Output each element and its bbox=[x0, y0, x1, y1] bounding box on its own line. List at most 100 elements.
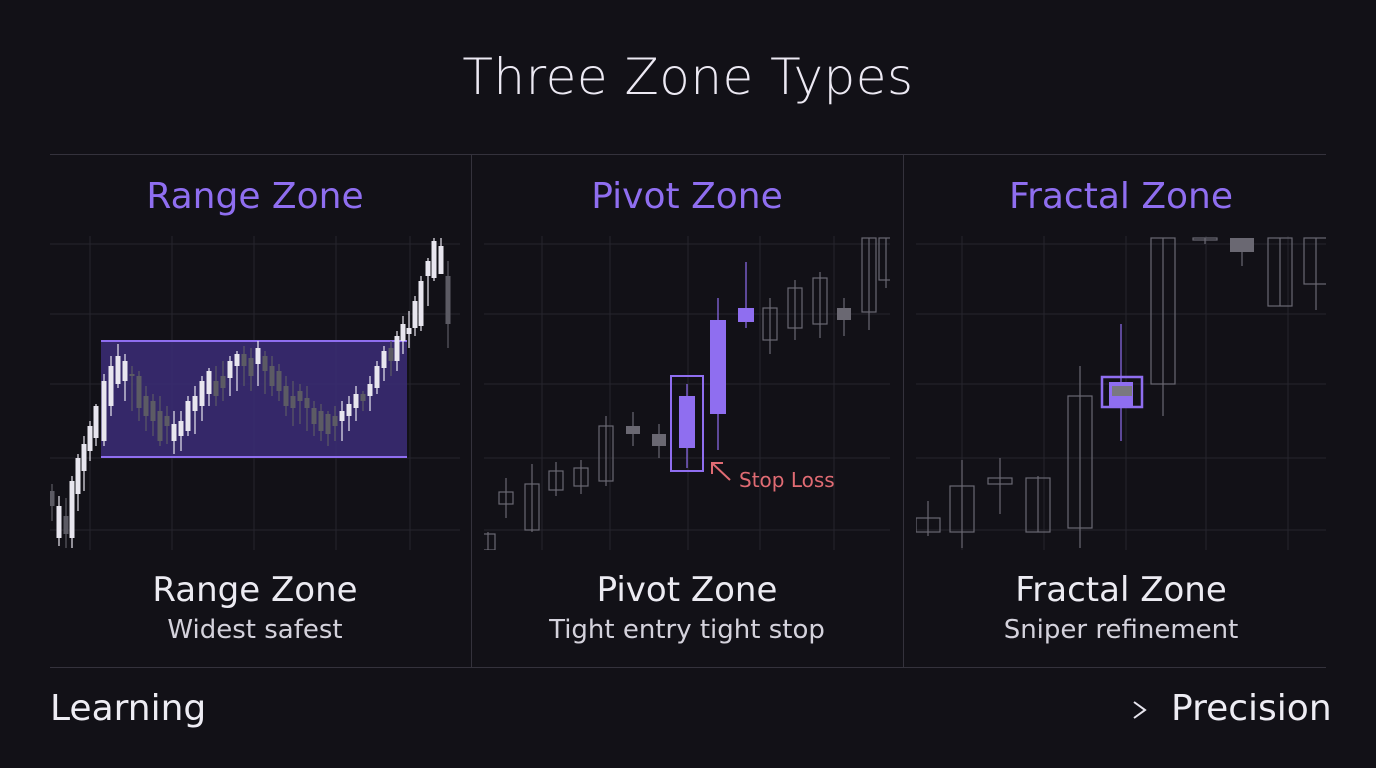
candle-body bbox=[276, 371, 282, 391]
candle-body bbox=[425, 261, 431, 276]
arrow-up-left-icon bbox=[712, 463, 731, 481]
arrow-right-icon bbox=[222, 701, 1147, 719]
candle-body bbox=[1192, 237, 1218, 241]
candle-body bbox=[255, 348, 261, 364]
candle-body bbox=[101, 381, 107, 441]
candle-body bbox=[136, 376, 142, 408]
candle-body bbox=[762, 307, 778, 341]
candle-body bbox=[598, 425, 614, 482]
candle-body bbox=[381, 351, 387, 368]
candle-body bbox=[69, 481, 75, 538]
candle-body bbox=[878, 237, 890, 281]
panel-divider-1 bbox=[471, 154, 472, 667]
candle-body bbox=[50, 491, 55, 506]
candle-body bbox=[987, 477, 1013, 485]
candle-body bbox=[412, 301, 418, 328]
candle-body bbox=[75, 458, 81, 494]
candle-body bbox=[143, 396, 149, 416]
candle-body bbox=[652, 434, 666, 446]
bottom-divider bbox=[50, 667, 1326, 668]
stop-loss-annotation: Stop Loss bbox=[739, 468, 835, 492]
learning-label: Learning bbox=[50, 688, 207, 729]
pivot-zone-heading: Pivot Zone bbox=[591, 176, 783, 217]
candle-body bbox=[63, 516, 69, 534]
range-zone-description: Widest safest bbox=[167, 615, 343, 645]
candle-body bbox=[679, 396, 695, 448]
candle-body bbox=[220, 376, 226, 388]
candle-body bbox=[710, 320, 726, 414]
candle-body bbox=[227, 361, 233, 378]
candle-body bbox=[400, 324, 406, 341]
candle-body bbox=[185, 401, 191, 431]
fractal-zone-box bbox=[1100, 375, 1144, 409]
range-zone-heading: Range Zone bbox=[146, 176, 364, 217]
candle-body bbox=[548, 470, 564, 491]
panel-divider-2 bbox=[903, 154, 904, 667]
candle-body bbox=[115, 356, 121, 384]
precision-label: Precision bbox=[1171, 688, 1332, 729]
candle-body bbox=[406, 328, 412, 334]
fractal-zone-candle bbox=[1112, 386, 1132, 396]
candle-body bbox=[206, 371, 212, 394]
candle-body bbox=[129, 374, 135, 376]
candle-body bbox=[738, 308, 754, 322]
candle-body bbox=[108, 366, 114, 406]
range-zone-label: Range Zone bbox=[152, 570, 358, 610]
candle-body bbox=[332, 416, 338, 426]
candle-body bbox=[374, 366, 380, 388]
pivot-zone-description: Tight entry tight stop bbox=[549, 615, 825, 645]
candle-body bbox=[87, 426, 93, 451]
candle-body bbox=[283, 386, 289, 406]
candle-body bbox=[269, 366, 275, 386]
candle-body bbox=[394, 336, 400, 361]
candle-body bbox=[122, 361, 128, 381]
candle-body bbox=[164, 416, 170, 426]
top-divider bbox=[50, 154, 1326, 155]
candle-body bbox=[445, 276, 451, 324]
candle-body bbox=[150, 401, 156, 421]
candle-body bbox=[1303, 237, 1326, 285]
candle-body bbox=[438, 246, 444, 274]
candle-body bbox=[290, 396, 296, 408]
candle-body bbox=[353, 394, 359, 408]
fractal-zone-heading: Fractal Zone bbox=[1008, 176, 1233, 217]
candle-body bbox=[360, 394, 366, 401]
candle-body bbox=[812, 277, 828, 325]
candle-body bbox=[304, 398, 310, 408]
candle-body bbox=[367, 384, 373, 396]
fractal-zone-description: Sniper refinement bbox=[1003, 615, 1239, 645]
candle-body bbox=[1267, 237, 1293, 307]
range-zone-chart bbox=[50, 236, 460, 550]
candle-body bbox=[241, 354, 247, 366]
candle-body bbox=[431, 241, 437, 278]
candle-body bbox=[626, 426, 640, 434]
candle-body bbox=[178, 421, 184, 436]
candle-body bbox=[916, 517, 941, 533]
candle-body bbox=[787, 287, 803, 329]
candle-body bbox=[524, 483, 540, 531]
candle-body bbox=[388, 348, 394, 361]
candle-body bbox=[339, 411, 345, 421]
candle-body bbox=[81, 444, 87, 471]
candle-body bbox=[311, 408, 317, 424]
fractal-zone-chart bbox=[916, 236, 1326, 550]
candle-body bbox=[213, 381, 219, 396]
candle-body bbox=[861, 237, 877, 313]
pivot-zone-label: Pivot Zone bbox=[596, 570, 778, 610]
candle-body bbox=[248, 358, 254, 376]
arrow-up-left-icon-head bbox=[711, 462, 723, 474]
candle-body bbox=[199, 381, 205, 406]
candle-body bbox=[1067, 395, 1093, 529]
candle-body bbox=[1025, 477, 1051, 533]
candle-body bbox=[234, 354, 240, 366]
candle-body bbox=[949, 485, 975, 533]
pivot-zone-box bbox=[670, 375, 704, 472]
candle-body bbox=[1150, 237, 1176, 385]
fractal-zone-label: Fractal Zone bbox=[1015, 570, 1227, 610]
candle-body bbox=[56, 506, 62, 538]
candle-body bbox=[1230, 238, 1254, 252]
candle-body bbox=[297, 391, 303, 401]
pivot-zone-chart: Stop Loss bbox=[484, 236, 890, 550]
candle-body bbox=[346, 404, 352, 416]
candle-body bbox=[418, 281, 424, 326]
